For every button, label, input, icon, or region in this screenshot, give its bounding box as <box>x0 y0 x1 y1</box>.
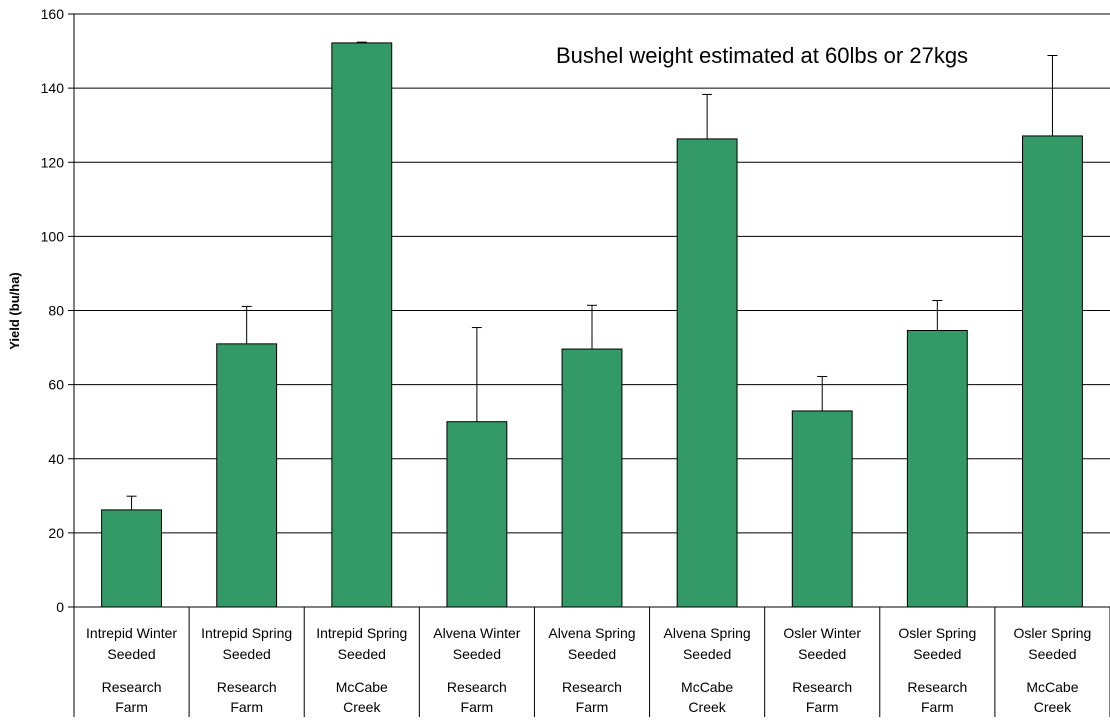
bar <box>791 410 853 608</box>
bar <box>1022 135 1083 608</box>
bar <box>216 343 278 608</box>
category-label-line2: Seeded <box>1028 646 1076 662</box>
location-label-line1: McCabe <box>1026 679 1078 695</box>
location-label-line1: McCabe <box>336 679 388 695</box>
location-label-line2: Farm <box>115 699 148 715</box>
category-label-line1: Alvena Spring <box>548 625 635 641</box>
location-label-line1: Research <box>447 679 507 695</box>
category-label-line2: Seeded <box>568 646 616 662</box>
category-label-line2: Seeded <box>338 646 386 662</box>
x-category-labels: Intrepid Winter Seeded Research Farm Intrepi… <box>86 625 1091 715</box>
category-label-line2: Seeded <box>913 646 961 662</box>
category-label-line2: Seeded <box>798 646 846 662</box>
bar <box>331 42 393 608</box>
category-label-line1: Alvena Spring <box>664 625 751 641</box>
category-label-line2: Seeded <box>683 646 731 662</box>
y-tick-label: 100 <box>41 228 65 244</box>
location-label-line2: Farm <box>806 699 839 715</box>
category-label-line1: Alvena Winter <box>433 625 520 641</box>
chart-annotation: Bushel weight estimated at 60lbs or 27kg… <box>556 43 968 68</box>
bars <box>101 42 1083 608</box>
category-label-line2: Seeded <box>107 646 155 662</box>
y-tick-label: 160 <box>41 6 65 22</box>
category-label-line1: Intrepid Spring <box>201 625 292 641</box>
y-tick-label: 60 <box>48 377 64 393</box>
bar <box>101 509 162 608</box>
y-tick-label: 80 <box>48 303 64 319</box>
location-label-line1: Research <box>217 679 277 695</box>
category-label-line2: Seeded <box>223 646 271 662</box>
location-label-line1: Research <box>792 679 852 695</box>
error-bars <box>126 41 1058 510</box>
location-label-line1: Research <box>562 679 622 695</box>
category-label-line2: Seeded <box>453 646 501 662</box>
location-label-line2: Farm <box>230 699 263 715</box>
location-label-line1: McCabe <box>681 679 733 695</box>
location-label-line2: Creek <box>343 699 381 715</box>
bar <box>676 138 738 608</box>
location-label-line1: Research <box>102 679 162 695</box>
location-label-line2: Creek <box>1034 699 1072 715</box>
y-tick-labels: 0 20 40 60 80 100 120 140 160 <box>41 6 65 615</box>
location-label-line2: Creek <box>688 699 726 715</box>
bar <box>906 330 968 608</box>
location-label-line2: Farm <box>921 699 954 715</box>
axes <box>68 13 1110 717</box>
y-axis-label: Yield (bu/ha) <box>7 272 22 350</box>
y-tick-label: 20 <box>48 525 64 541</box>
category-label-line1: Osler Spring <box>1014 625 1092 641</box>
bar <box>561 348 623 608</box>
location-label-line2: Farm <box>461 699 494 715</box>
y-tick-label: 0 <box>56 599 64 615</box>
category-label-line1: Intrepid Winter <box>86 625 177 641</box>
category-label-line1: Osler Winter <box>783 625 861 641</box>
location-label-line1: Research <box>907 679 967 695</box>
y-tick-label: 140 <box>41 80 65 96</box>
y-tick-label: 40 <box>48 451 64 467</box>
bar <box>446 421 508 608</box>
y-tick-label: 120 <box>41 154 65 170</box>
location-label-line2: Farm <box>576 699 609 715</box>
category-label-line1: Intrepid Spring <box>316 625 407 641</box>
category-label-line1: Osler Spring <box>898 625 976 641</box>
